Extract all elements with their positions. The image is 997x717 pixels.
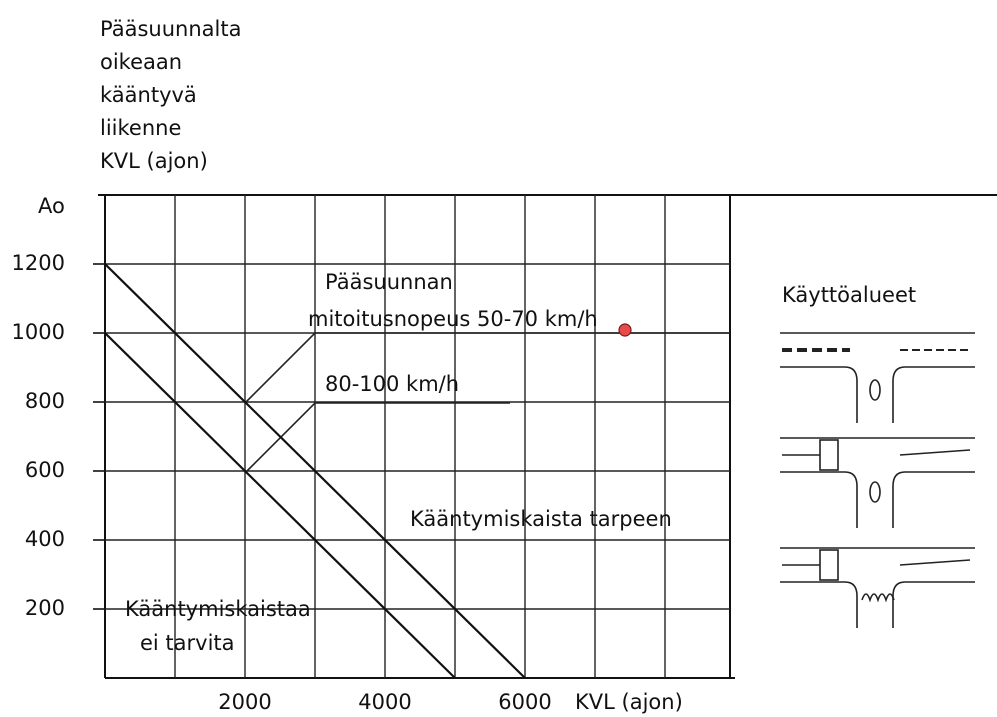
leader-line [244, 402, 510, 474]
annotation: Kääntymiskaistaa [125, 597, 311, 621]
y-tick-label: 800 [25, 389, 65, 413]
y-tick-label: 600 [25, 458, 65, 482]
y-axis-title: Pääsuunnalta [100, 17, 241, 41]
y-tick-label: 200 [25, 596, 65, 620]
annotation: Pääsuunnan [325, 270, 453, 294]
cursor-dot [618, 323, 632, 337]
y-axis-title: oikeaan [100, 50, 182, 74]
annotation: Käyttöalueet [782, 283, 916, 307]
x-tick-label: 4000 [358, 690, 411, 714]
x-tick-label: 6000 [498, 690, 551, 714]
annotation: ei tarvita [140, 631, 235, 655]
leader-line [244, 332, 730, 404]
leader-lines [244, 332, 730, 474]
y-axis-top-label: Ao [38, 194, 65, 218]
y-tick-label: 1200 [12, 251, 65, 275]
x-tick-label: 2000 [218, 690, 271, 714]
annotation: 80-100 km/h [325, 372, 459, 396]
annotation: Kääntymiskaista tarpeen [410, 507, 672, 531]
y-tick-label: 400 [25, 527, 65, 551]
line [104, 263, 526, 679]
y-axis-title: KVL (ajon) [100, 149, 208, 173]
y-axis-title: liikenne [100, 116, 181, 140]
annotation: mitoitusnopeus 50-70 km/h [308, 307, 598, 331]
x-axis-label: KVL (ajon) [575, 690, 683, 714]
line [104, 332, 456, 679]
usage-diagrams [780, 332, 975, 628]
y-tick-label: 1000 [12, 320, 65, 344]
y-axis-title: kääntyvä [100, 83, 197, 107]
